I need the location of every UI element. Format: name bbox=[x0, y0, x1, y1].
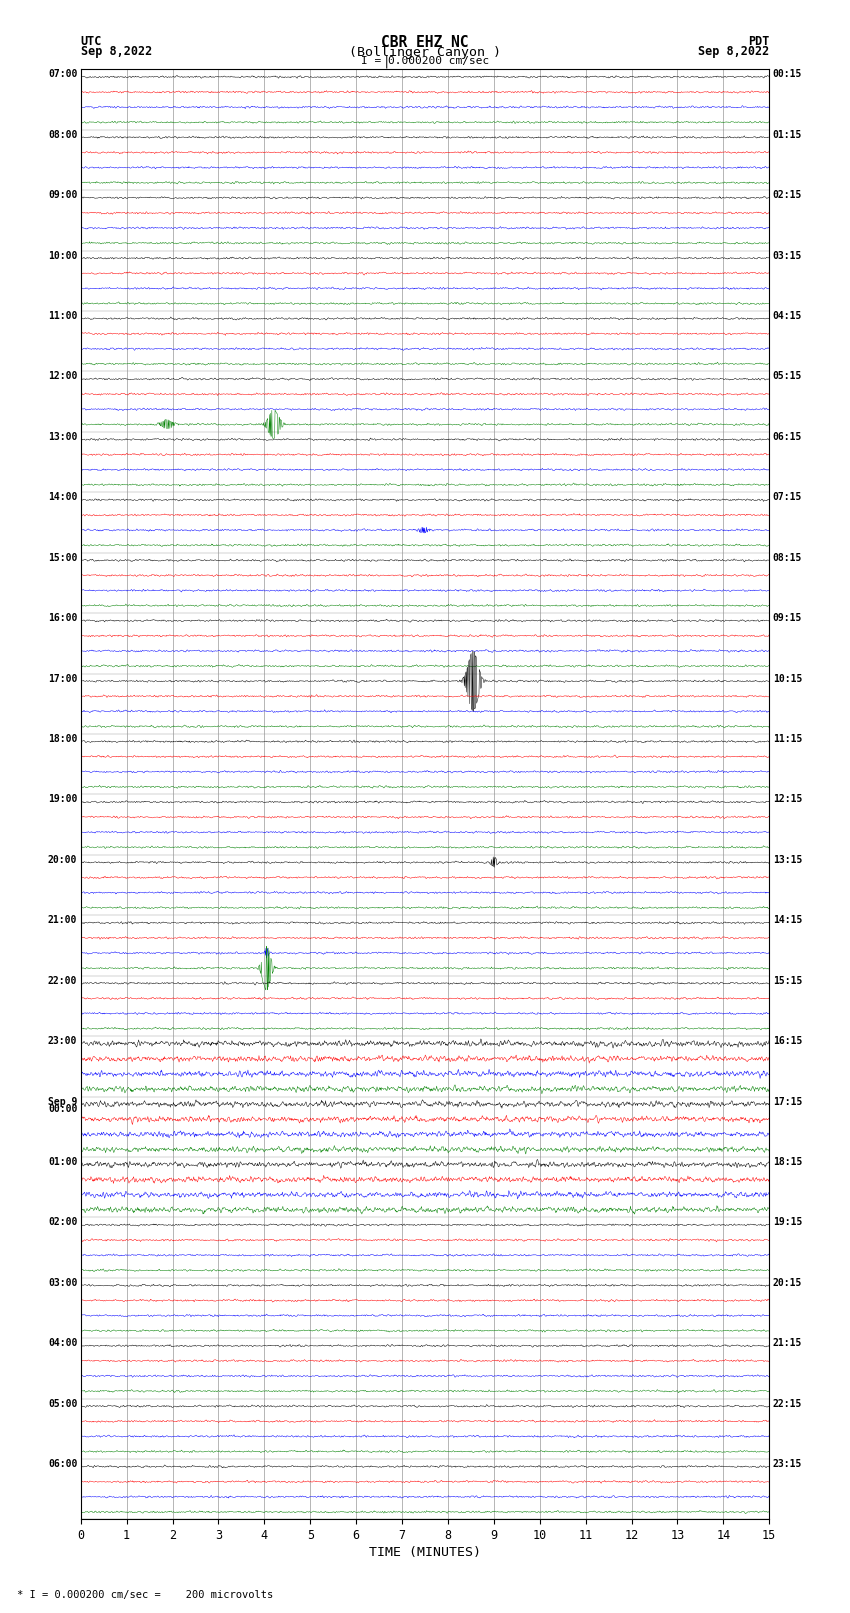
Text: 02:15: 02:15 bbox=[773, 190, 802, 200]
Text: 23:00: 23:00 bbox=[48, 1036, 77, 1047]
Text: 06:00: 06:00 bbox=[48, 1460, 77, 1469]
Text: 12:15: 12:15 bbox=[773, 795, 802, 805]
Text: 07:00: 07:00 bbox=[48, 69, 77, 79]
Text: 04:15: 04:15 bbox=[773, 311, 802, 321]
Text: 10:15: 10:15 bbox=[773, 674, 802, 684]
Text: I = 0.000200 cm/sec: I = 0.000200 cm/sec bbox=[361, 56, 489, 66]
Text: 13:15: 13:15 bbox=[773, 855, 802, 865]
Text: 00:15: 00:15 bbox=[773, 69, 802, 79]
Text: 11:00: 11:00 bbox=[48, 311, 77, 321]
Text: 04:00: 04:00 bbox=[48, 1339, 77, 1348]
Text: UTC: UTC bbox=[81, 35, 102, 48]
Text: Sep 8,2022: Sep 8,2022 bbox=[698, 45, 769, 58]
Text: (Bollinger Canyon ): (Bollinger Canyon ) bbox=[349, 45, 501, 60]
Text: 03:15: 03:15 bbox=[773, 250, 802, 261]
Text: Sep 9: Sep 9 bbox=[48, 1097, 77, 1107]
Text: 15:00: 15:00 bbox=[48, 553, 77, 563]
Text: PDT: PDT bbox=[748, 35, 769, 48]
Text: 14:15: 14:15 bbox=[773, 915, 802, 926]
Text: CBR EHZ NC: CBR EHZ NC bbox=[382, 35, 468, 50]
Text: 19:00: 19:00 bbox=[48, 795, 77, 805]
Text: 10:00: 10:00 bbox=[48, 250, 77, 261]
Text: 14:00: 14:00 bbox=[48, 492, 77, 502]
Text: 01:15: 01:15 bbox=[773, 129, 802, 140]
Text: 00:00: 00:00 bbox=[48, 1103, 77, 1115]
Text: 03:00: 03:00 bbox=[48, 1277, 77, 1287]
Text: 12:00: 12:00 bbox=[48, 371, 77, 381]
Text: 18:15: 18:15 bbox=[773, 1157, 802, 1166]
Text: 07:15: 07:15 bbox=[773, 492, 802, 502]
Text: 19:15: 19:15 bbox=[773, 1218, 802, 1227]
Text: 23:15: 23:15 bbox=[773, 1460, 802, 1469]
Text: * I = 0.000200 cm/sec =    200 microvolts: * I = 0.000200 cm/sec = 200 microvolts bbox=[17, 1590, 273, 1600]
Text: 05:00: 05:00 bbox=[48, 1398, 77, 1408]
X-axis label: TIME (MINUTES): TIME (MINUTES) bbox=[369, 1547, 481, 1560]
Text: 21:00: 21:00 bbox=[48, 915, 77, 926]
Text: 08:15: 08:15 bbox=[773, 553, 802, 563]
Text: 11:15: 11:15 bbox=[773, 734, 802, 744]
Text: 21:15: 21:15 bbox=[773, 1339, 802, 1348]
Text: 16:00: 16:00 bbox=[48, 613, 77, 623]
Text: 09:15: 09:15 bbox=[773, 613, 802, 623]
Text: 08:00: 08:00 bbox=[48, 129, 77, 140]
Text: 06:15: 06:15 bbox=[773, 432, 802, 442]
Text: 13:00: 13:00 bbox=[48, 432, 77, 442]
Text: 15:15: 15:15 bbox=[773, 976, 802, 986]
Text: 09:00: 09:00 bbox=[48, 190, 77, 200]
Text: 16:15: 16:15 bbox=[773, 1036, 802, 1047]
Text: Sep 8,2022: Sep 8,2022 bbox=[81, 45, 152, 58]
Text: 18:00: 18:00 bbox=[48, 734, 77, 744]
Text: 05:15: 05:15 bbox=[773, 371, 802, 381]
Text: 02:00: 02:00 bbox=[48, 1218, 77, 1227]
Text: 22:00: 22:00 bbox=[48, 976, 77, 986]
Text: |: | bbox=[383, 56, 390, 69]
Text: 20:15: 20:15 bbox=[773, 1277, 802, 1287]
Text: 22:15: 22:15 bbox=[773, 1398, 802, 1408]
Text: 17:15: 17:15 bbox=[773, 1097, 802, 1107]
Text: 17:00: 17:00 bbox=[48, 674, 77, 684]
Text: 01:00: 01:00 bbox=[48, 1157, 77, 1166]
Text: 20:00: 20:00 bbox=[48, 855, 77, 865]
